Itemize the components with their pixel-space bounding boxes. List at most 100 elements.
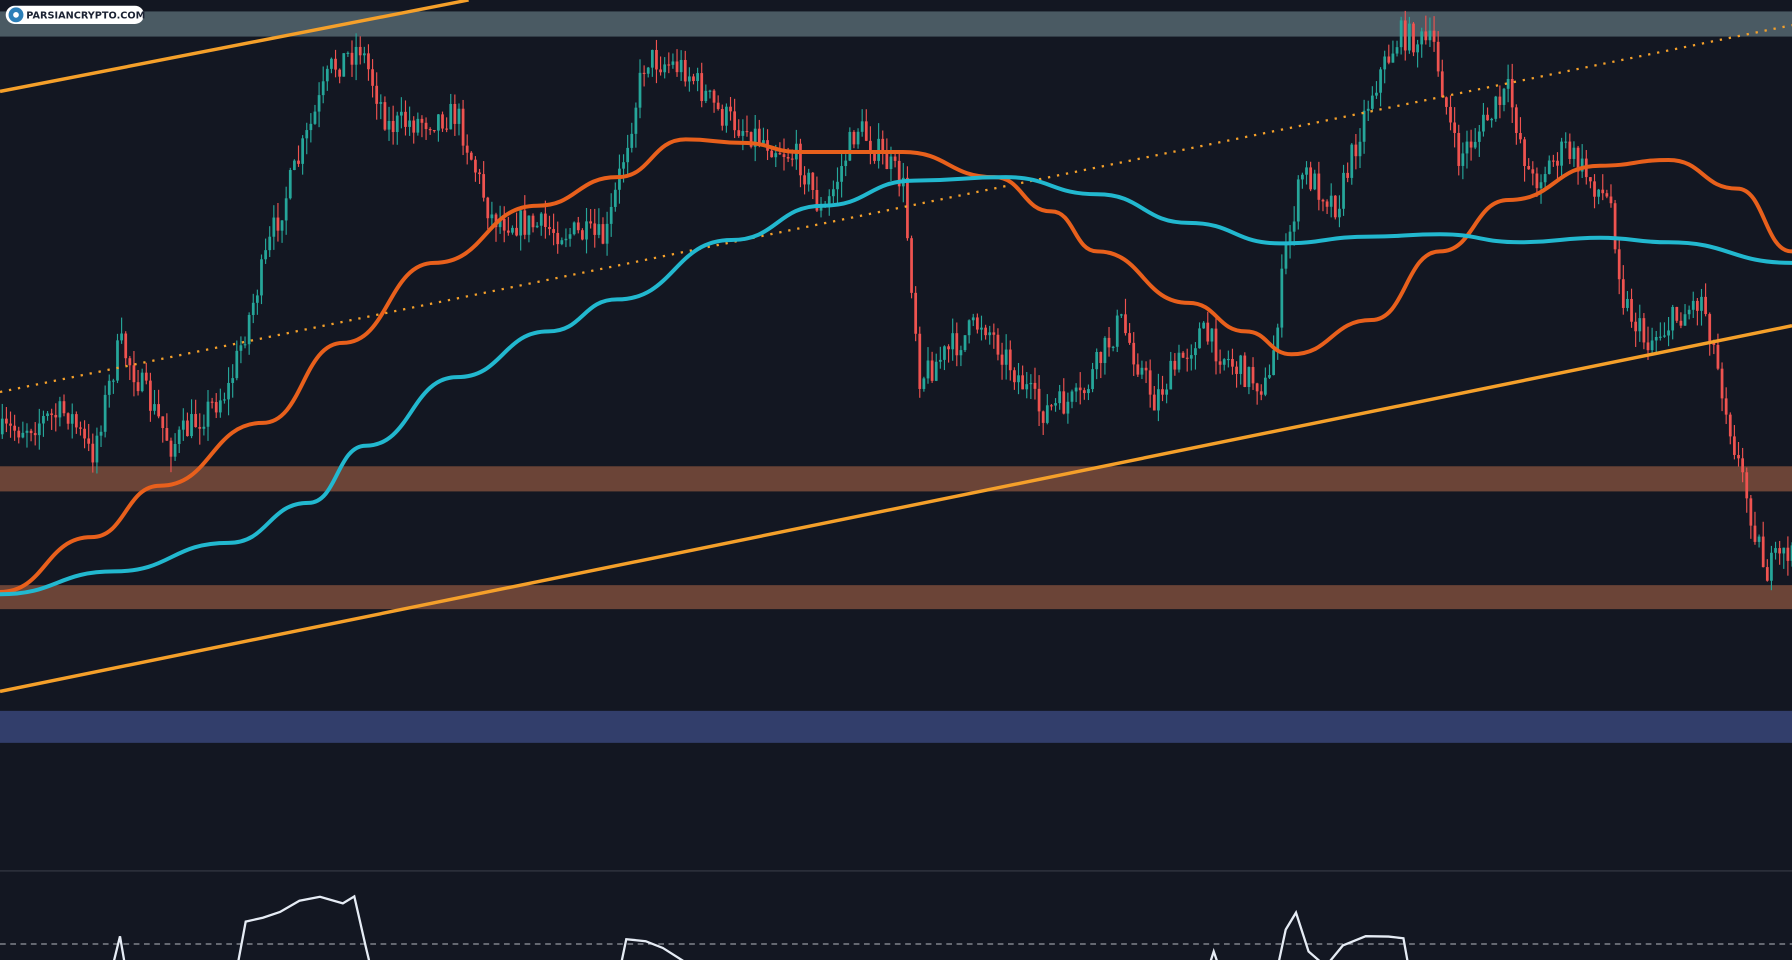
candle-body bbox=[1379, 69, 1382, 93]
candle-body bbox=[231, 378, 235, 383]
candle-body bbox=[395, 115, 399, 133]
candle-body bbox=[1296, 179, 1300, 222]
candle-body bbox=[811, 172, 815, 190]
candle-body bbox=[218, 400, 222, 413]
candle-body bbox=[959, 350, 963, 356]
candle-body bbox=[342, 53, 346, 77]
candle-body bbox=[74, 414, 78, 428]
candle-body bbox=[1700, 296, 1703, 311]
candle-body bbox=[1408, 23, 1411, 51]
candle-body bbox=[42, 416, 45, 424]
candle-body bbox=[799, 143, 802, 176]
candle-body bbox=[420, 118, 424, 123]
candle-body bbox=[531, 215, 535, 228]
candle-body bbox=[1560, 141, 1563, 166]
candle-body bbox=[157, 404, 160, 417]
candle-body bbox=[1288, 231, 1292, 244]
candle-body bbox=[391, 120, 395, 133]
candle-body bbox=[737, 130, 741, 136]
candle-body bbox=[375, 85, 379, 104]
candle-body bbox=[1235, 366, 1238, 374]
candle-body bbox=[1601, 189, 1605, 194]
candle-body bbox=[1642, 318, 1646, 343]
candle-body bbox=[1790, 545, 1792, 561]
candle-body bbox=[469, 152, 473, 160]
candle-body bbox=[136, 382, 140, 392]
candle-body bbox=[1041, 411, 1045, 423]
candle-body bbox=[1445, 97, 1448, 107]
candle-body bbox=[951, 333, 955, 350]
candle-body bbox=[379, 102, 383, 104]
candle-body bbox=[1198, 328, 1201, 349]
candle-body bbox=[412, 120, 416, 133]
candle-body bbox=[1342, 172, 1345, 209]
candle-body bbox=[404, 111, 407, 127]
candle-body bbox=[1683, 314, 1687, 326]
candle-body bbox=[1214, 328, 1218, 362]
candle-body bbox=[663, 64, 667, 73]
candle-body bbox=[1580, 158, 1584, 172]
candle-body bbox=[729, 106, 732, 112]
candle-body bbox=[17, 430, 21, 438]
candle-body bbox=[1050, 405, 1053, 407]
candle-body bbox=[597, 224, 601, 235]
candle-body bbox=[354, 46, 358, 65]
candle-body bbox=[1667, 330, 1670, 336]
candle-body bbox=[1564, 141, 1568, 143]
candle-body bbox=[1165, 389, 1168, 395]
candle-body bbox=[120, 333, 123, 341]
candle-body bbox=[1338, 208, 1341, 218]
candle-body bbox=[173, 443, 177, 457]
candle-body bbox=[1737, 454, 1740, 459]
candle-body bbox=[1720, 368, 1724, 399]
candle-body bbox=[613, 189, 617, 207]
candle-body bbox=[1000, 354, 1004, 365]
candle-body bbox=[210, 401, 214, 403]
upper-trendline bbox=[0, 0, 469, 94]
candle-body bbox=[95, 435, 99, 463]
candle-body bbox=[66, 413, 70, 424]
candle-body bbox=[1218, 361, 1222, 365]
candle-body bbox=[918, 333, 922, 389]
candle-body bbox=[1568, 141, 1572, 159]
candle-body bbox=[482, 174, 486, 198]
candle-body bbox=[25, 430, 29, 433]
candle-body bbox=[589, 221, 592, 224]
candle-body bbox=[910, 238, 913, 293]
candle-body bbox=[1305, 167, 1308, 175]
candle-body bbox=[1321, 199, 1325, 202]
candle-body bbox=[544, 213, 547, 227]
candle-body bbox=[741, 131, 745, 136]
candle-body bbox=[1420, 31, 1424, 45]
candle-body bbox=[1552, 160, 1555, 162]
candle-body bbox=[889, 156, 893, 170]
candle-body bbox=[1025, 384, 1029, 390]
candle-body bbox=[1626, 298, 1629, 308]
candle-body bbox=[815, 189, 819, 211]
candle-body bbox=[527, 215, 531, 235]
candle-body bbox=[881, 138, 885, 152]
candle-body bbox=[856, 131, 860, 145]
candle-body bbox=[1148, 370, 1152, 395]
candle-body bbox=[116, 340, 119, 381]
candle-body bbox=[338, 69, 342, 77]
candle-body bbox=[432, 129, 436, 132]
candle-body bbox=[984, 327, 987, 336]
candle-body bbox=[1017, 375, 1020, 383]
candle-body bbox=[1728, 414, 1732, 437]
candle-body bbox=[321, 81, 325, 96]
candle-body bbox=[449, 103, 453, 130]
candle-body bbox=[1095, 351, 1099, 370]
candle-body bbox=[1733, 436, 1736, 455]
candle-body bbox=[1350, 144, 1354, 178]
candle-body bbox=[906, 177, 909, 239]
candle-body bbox=[1111, 346, 1115, 348]
candle-body bbox=[988, 332, 992, 336]
candle-body bbox=[634, 107, 638, 134]
candle-body bbox=[1449, 106, 1452, 123]
candle-body bbox=[930, 360, 934, 381]
candle-body bbox=[786, 156, 790, 159]
candle-body bbox=[1045, 405, 1049, 423]
candle-body bbox=[778, 153, 782, 155]
candle-body bbox=[1029, 382, 1033, 385]
